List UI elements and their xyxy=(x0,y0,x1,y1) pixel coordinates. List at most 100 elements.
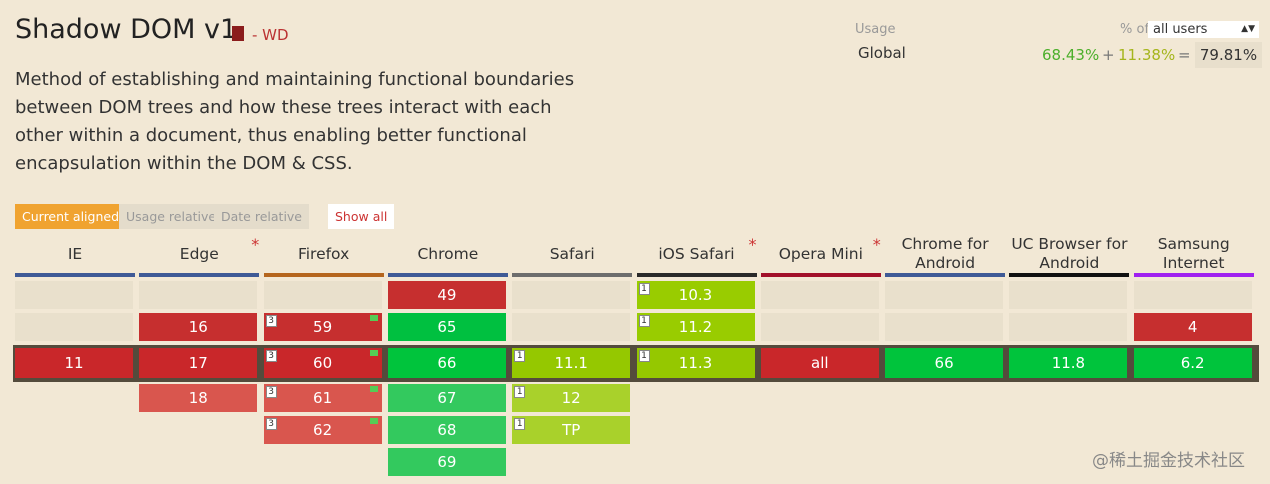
browser-name: UC Browser for Android xyxy=(1011,235,1128,272)
version-cell[interactable]: 11 xyxy=(15,348,133,378)
version-cell[interactable]: 69 xyxy=(387,448,506,476)
browser-name: IE xyxy=(67,244,83,263)
browser-name: Opera Mini xyxy=(778,244,863,263)
tab[interactable]: Date relative xyxy=(214,204,309,229)
flag-icon xyxy=(369,350,378,356)
version: 10.3 xyxy=(678,286,713,304)
doc-icon xyxy=(232,26,244,41)
version: 11.8 xyxy=(1051,354,1086,372)
version-cell[interactable]: 17 xyxy=(139,348,258,378)
empty-cell xyxy=(263,281,382,309)
version-cell[interactable]: 18 xyxy=(139,384,258,412)
usage-scope: Global xyxy=(858,44,906,62)
note-marker: 1 xyxy=(638,350,650,362)
browser-bar xyxy=(15,273,135,277)
version-cell[interactable]: 4 xyxy=(1133,313,1252,341)
browser-header: Chrome xyxy=(388,236,508,272)
users-select[interactable]: all users ▲▼ xyxy=(1148,21,1259,38)
empty-cell xyxy=(15,313,133,341)
browser-bar xyxy=(1133,273,1254,277)
browser-bar xyxy=(636,273,757,277)
version-cell[interactable]: TP 1 xyxy=(512,416,631,444)
version-cell[interactable]: 11.8 xyxy=(1009,348,1128,378)
version-cell[interactable]: 65 xyxy=(387,313,506,341)
note-star: * xyxy=(748,235,757,254)
users-select-text: all users xyxy=(1153,22,1208,37)
flag-icon xyxy=(369,386,378,392)
note-marker: 1 xyxy=(514,350,526,362)
version-cell[interactable]: 6.2 xyxy=(1133,348,1252,378)
version-cell[interactable]: 49 xyxy=(387,281,506,309)
browser-name: Firefox xyxy=(297,244,350,263)
version: 66 xyxy=(437,354,457,372)
version-cell[interactable]: 60 3 xyxy=(263,348,382,378)
empty-cell xyxy=(1009,313,1128,341)
version-cell[interactable]: all xyxy=(760,348,879,378)
browser-header: UC Browser for Android xyxy=(1009,235,1129,272)
version-cell[interactable]: 66 xyxy=(387,348,506,378)
note-marker: 1 xyxy=(638,283,650,295)
note-star: * xyxy=(872,235,881,254)
empty-cell xyxy=(1133,281,1252,309)
version: 60 xyxy=(313,354,333,372)
empty-cell xyxy=(760,313,879,341)
empty-cell xyxy=(1009,281,1128,309)
version: 49 xyxy=(437,286,457,304)
version-cell[interactable]: 11.1 1 xyxy=(512,348,631,378)
show-all[interactable]: Show all xyxy=(328,204,395,229)
version-cell[interactable]: 68 xyxy=(387,416,506,444)
note-star: * xyxy=(251,235,260,254)
select-arrow: ▲▼ xyxy=(1241,24,1255,34)
browser-name: Chrome for Android xyxy=(901,235,989,272)
version-cell[interactable]: 66 xyxy=(885,348,1004,378)
flag-icon xyxy=(369,418,378,424)
version-cell[interactable]: 59 3 xyxy=(263,313,382,341)
usage-label: Usage xyxy=(855,22,896,37)
version-cell[interactable]: 16 xyxy=(139,313,258,341)
version: 11.1 xyxy=(554,354,588,372)
browser-header: Opera Mini xyxy=(761,236,881,272)
note-marker: 1 xyxy=(514,386,526,398)
version: 61 xyxy=(313,389,333,407)
empty-cell xyxy=(512,281,631,309)
note-marker: 3 xyxy=(265,315,277,327)
version: 62 xyxy=(313,421,333,439)
version-cell[interactable]: 10.3 1 xyxy=(636,281,755,309)
feature-title: Shadow DOM v1 xyxy=(15,14,238,45)
browser-header: IE xyxy=(15,236,135,272)
browser-name: iOS Safari xyxy=(658,244,735,263)
version: 67 xyxy=(437,389,457,407)
version-cell[interactable]: 61 3 xyxy=(263,384,382,412)
version-cell[interactable]: 67 xyxy=(387,384,506,412)
version-cell[interactable]: 62 3 xyxy=(263,416,382,444)
version: 17 xyxy=(188,354,208,372)
browser-header: Chrome for Android xyxy=(885,235,1005,272)
tab[interactable]: Current aligned xyxy=(15,204,127,229)
version-cell[interactable]: 11.3 1 xyxy=(636,348,755,378)
browser-bar xyxy=(1009,273,1130,277)
note-marker: 1 xyxy=(514,418,526,430)
version: 6.2 xyxy=(1180,354,1205,372)
browser-header: Edge xyxy=(139,236,259,272)
tab[interactable]: Usage relative xyxy=(119,204,224,229)
note-marker: 3 xyxy=(265,350,277,362)
version-cell[interactable]: 11.2 1 xyxy=(636,313,755,341)
version: 69 xyxy=(437,453,457,471)
note-marker: 3 xyxy=(265,418,277,430)
note-marker: 1 xyxy=(638,315,650,327)
empty-cell xyxy=(885,281,1004,309)
description: Method of establishing and maintaining f… xyxy=(15,69,575,174)
usage-partial: 11.38% xyxy=(1118,46,1176,64)
version: 12 xyxy=(561,389,581,407)
browser-name: Edge xyxy=(179,244,219,263)
usage-total: 79.81% xyxy=(1195,42,1262,68)
version: 18 xyxy=(188,389,208,407)
browser-bar xyxy=(760,273,881,277)
browser-header: Safari xyxy=(512,236,632,272)
version-cell[interactable]: 12 1 xyxy=(512,384,631,412)
spec-status[interactable]: - WD xyxy=(252,26,289,44)
empty-cell xyxy=(139,281,258,309)
browser-name: Samsung Internet xyxy=(1157,235,1230,272)
usage-equals: = xyxy=(1178,46,1191,64)
empty-cell xyxy=(512,313,631,341)
